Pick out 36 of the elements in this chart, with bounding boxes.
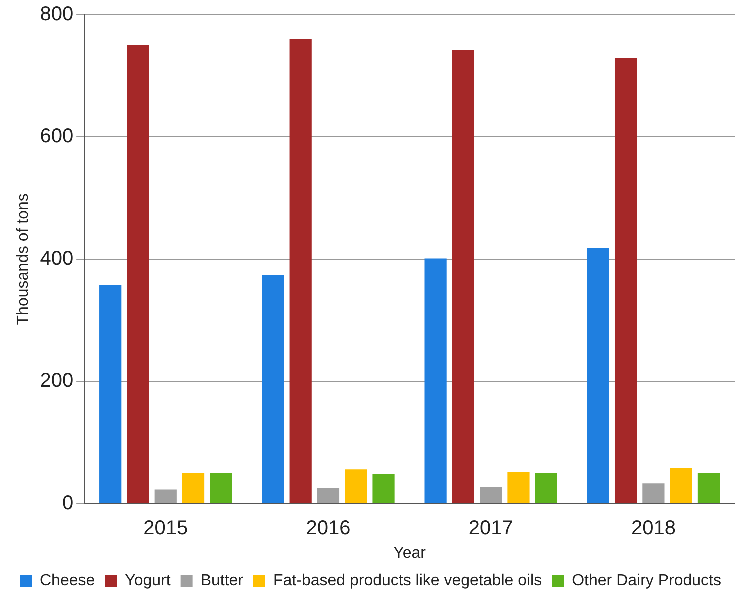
y-tick-label: 600 bbox=[40, 126, 74, 148]
bar bbox=[535, 473, 558, 504]
legend-label: Yogurt bbox=[125, 572, 172, 590]
x-tick-label: 2018 bbox=[631, 517, 676, 540]
bar bbox=[452, 50, 475, 504]
legend-label: Butter bbox=[200, 572, 244, 590]
bar bbox=[614, 58, 638, 504]
bar bbox=[100, 285, 122, 504]
y-tick-label: 200 bbox=[40, 370, 74, 392]
bar bbox=[670, 468, 692, 504]
y-tick-label: 0 bbox=[62, 492, 74, 514]
bar bbox=[372, 474, 395, 504]
legend-label: Fat-based products like vegetable oils bbox=[274, 572, 542, 590]
bar bbox=[642, 484, 665, 504]
y-tick-label: 400 bbox=[40, 248, 74, 270]
x-axis-title: Year bbox=[394, 544, 427, 562]
bar bbox=[480, 487, 502, 504]
bar bbox=[587, 248, 610, 504]
bar bbox=[424, 258, 447, 504]
x-tick-label: 2017 bbox=[468, 517, 514, 540]
bar bbox=[508, 472, 530, 504]
legend-label: Other Dairy Products bbox=[572, 572, 722, 590]
legend-label: Cheese bbox=[40, 572, 96, 590]
bar bbox=[154, 490, 177, 504]
bar bbox=[262, 275, 284, 504]
bar bbox=[182, 473, 205, 504]
bar bbox=[317, 488, 340, 504]
bar bbox=[345, 470, 368, 504]
bar bbox=[127, 46, 150, 504]
bar bbox=[290, 39, 312, 504]
y-tick-label: 800 bbox=[40, 4, 74, 26]
x-tick-label: 2016 bbox=[306, 517, 351, 540]
x-tick-label: 2015 bbox=[144, 517, 188, 540]
bar bbox=[698, 473, 720, 504]
bar bbox=[210, 473, 232, 504]
y-axis-title: Thousands of tons bbox=[15, 194, 32, 326]
